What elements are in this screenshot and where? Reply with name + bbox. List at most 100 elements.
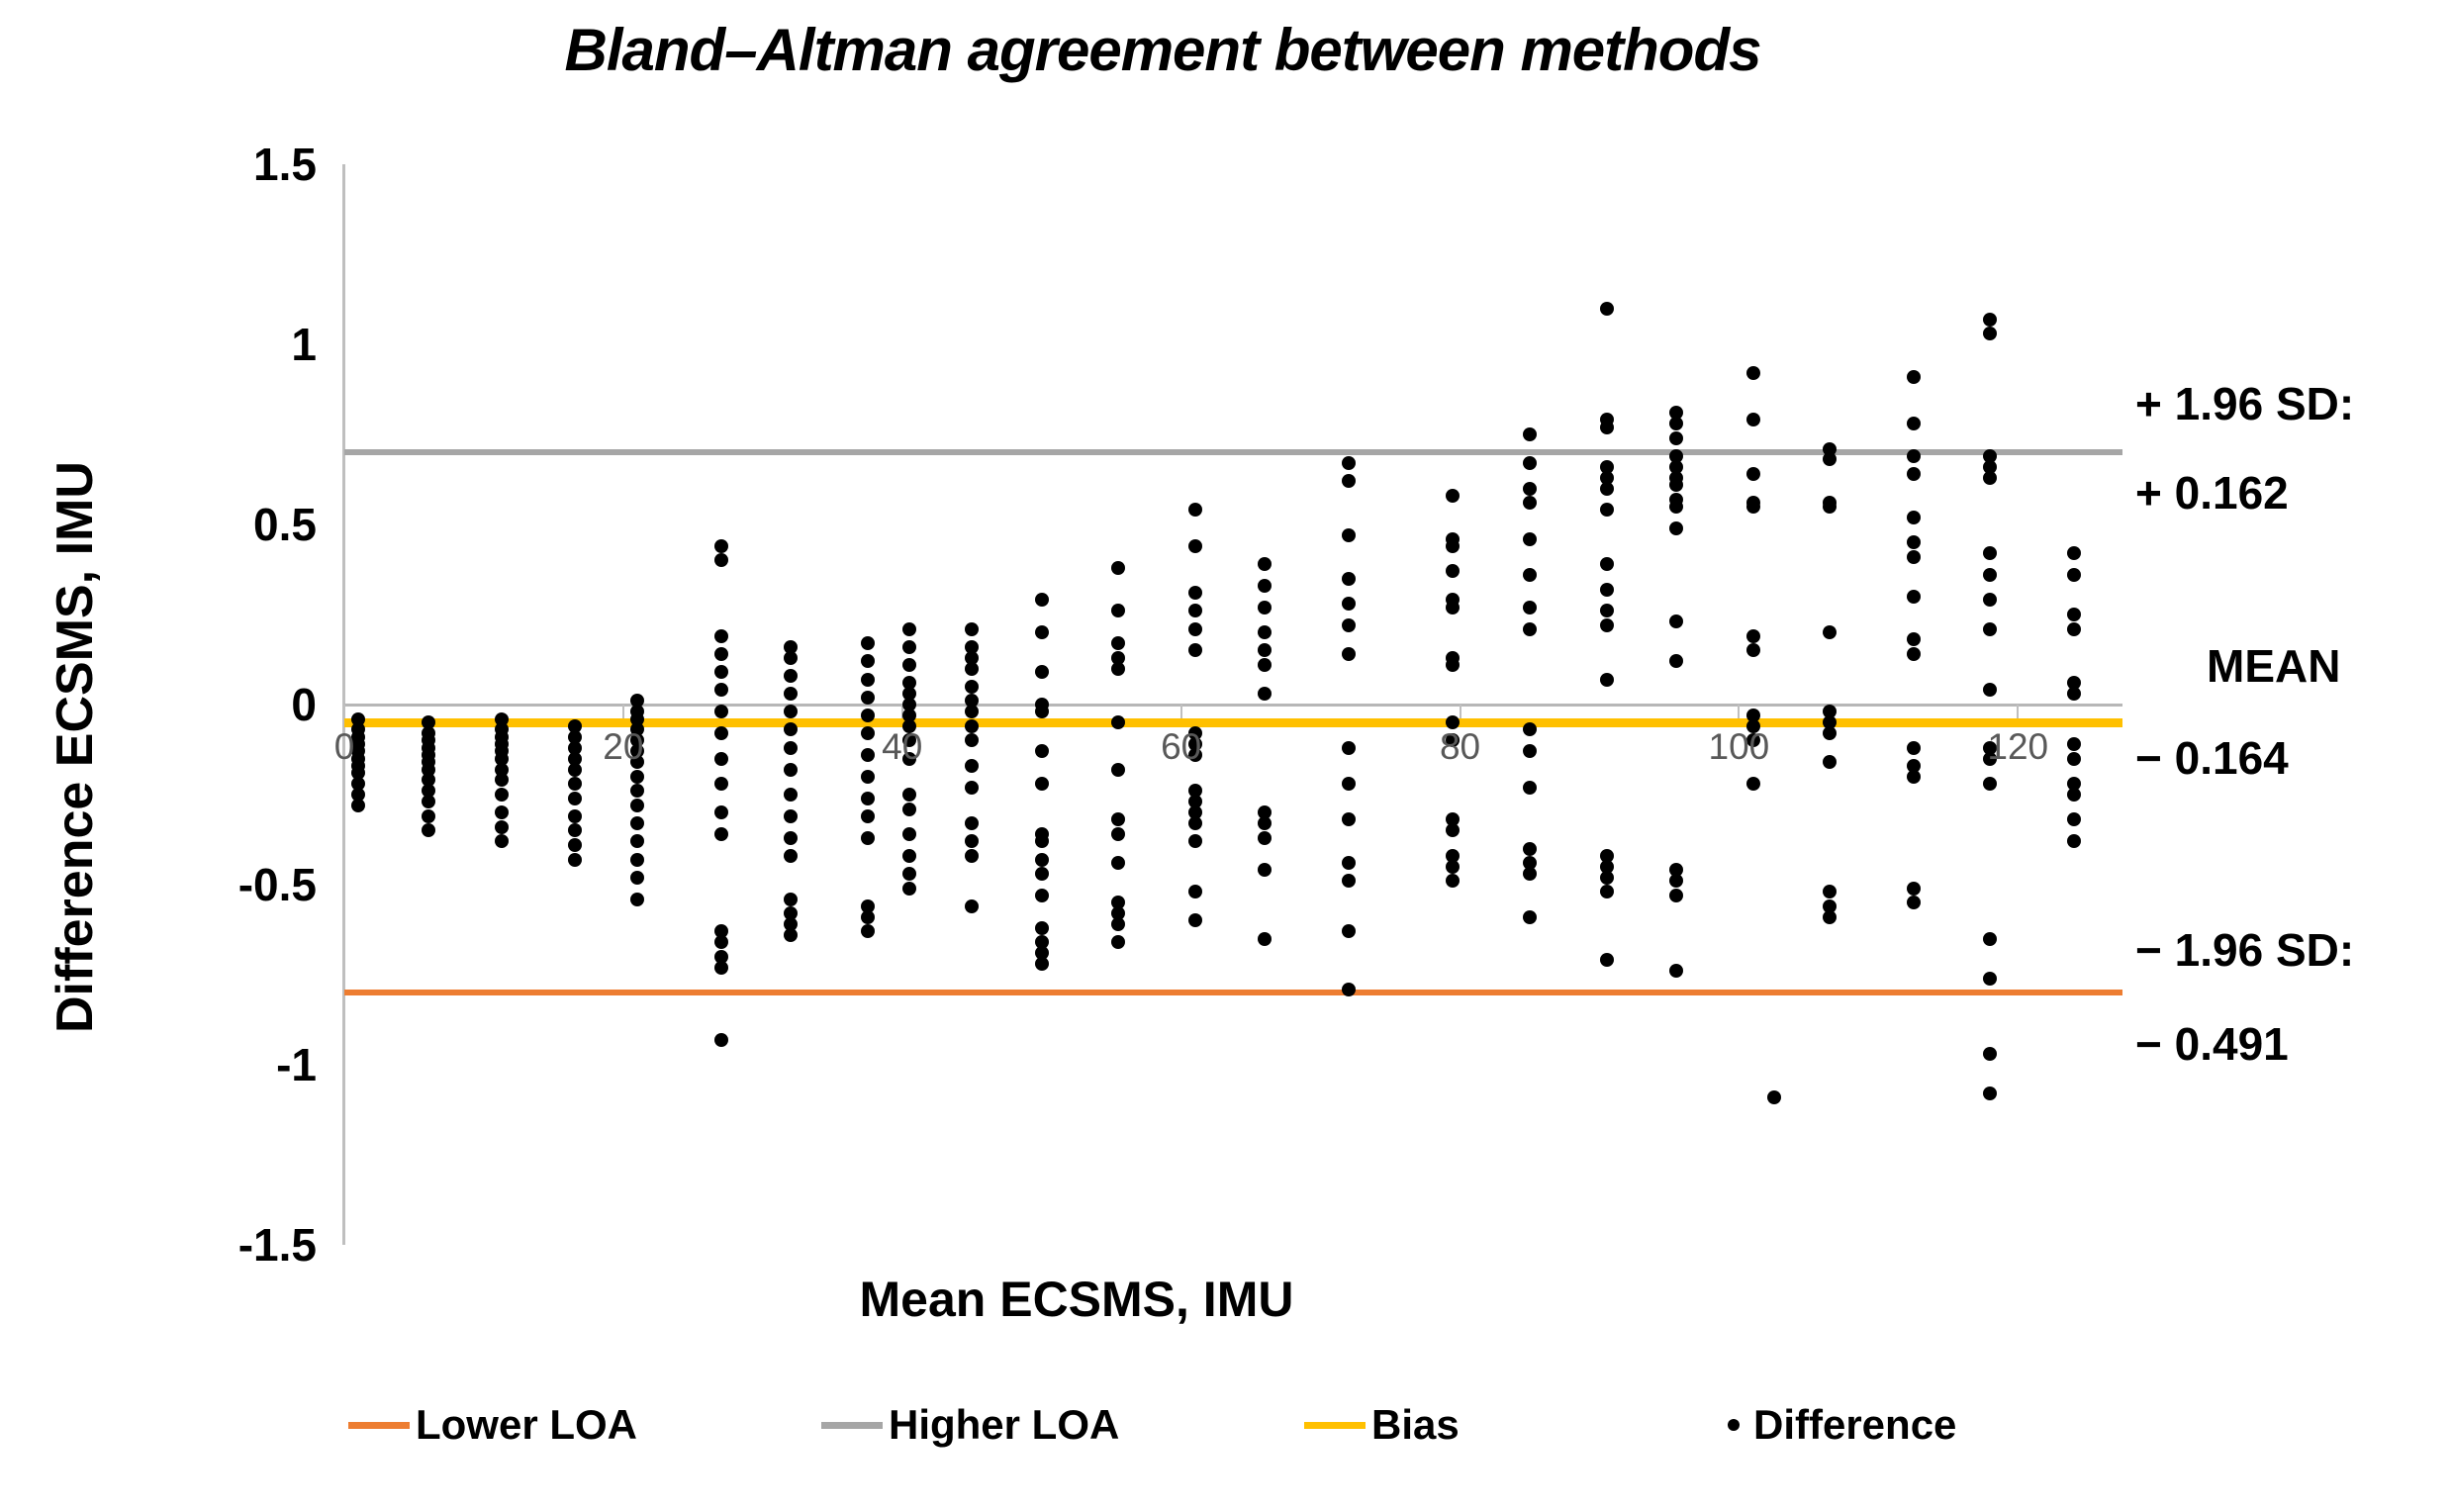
difference-point (1823, 755, 1838, 770)
difference-point (1983, 971, 1998, 986)
difference-point (1599, 953, 1614, 968)
difference-point (1111, 715, 1126, 730)
difference-point (1187, 805, 1202, 820)
difference-point (965, 705, 980, 719)
difference-point (1745, 718, 1760, 733)
difference-point (901, 639, 916, 654)
legend-dot-swatch (1728, 1419, 1740, 1431)
difference-point (1906, 758, 1921, 773)
difference-point (1034, 957, 1049, 972)
difference-point (495, 819, 510, 834)
difference-point (1523, 909, 1537, 924)
difference-point (1111, 917, 1126, 932)
difference-point (1187, 784, 1202, 799)
difference-point (1258, 625, 1273, 640)
difference-point (1823, 441, 1838, 456)
difference-point (713, 777, 728, 792)
x-tick-mark (343, 705, 345, 718)
difference-point (860, 791, 875, 805)
difference-point (713, 628, 728, 643)
difference-point (1034, 867, 1049, 882)
difference-point (1599, 420, 1614, 434)
x-tick-label: 0 (333, 726, 355, 767)
difference-point (1187, 885, 1202, 899)
difference-point (351, 711, 366, 726)
x-tick-mark (1738, 705, 1741, 718)
difference-point (1034, 946, 1049, 961)
difference-point (901, 708, 916, 722)
difference-point (351, 777, 366, 792)
difference-point (1983, 459, 1998, 474)
difference-point (1258, 816, 1273, 831)
difference-point (1446, 733, 1461, 748)
difference-point (2066, 812, 2081, 827)
difference-point (1341, 982, 1356, 996)
legend-line-swatch (1304, 1421, 1366, 1429)
difference-point (784, 830, 798, 845)
difference-point (965, 650, 980, 665)
plot-area (342, 164, 2122, 1245)
difference-point (1599, 848, 1614, 863)
difference-point (2066, 777, 2081, 792)
difference-point (1823, 898, 1838, 913)
difference-point (1446, 715, 1461, 730)
difference-point (1034, 852, 1049, 867)
difference-point (1341, 924, 1356, 939)
difference-point (1983, 751, 1998, 766)
difference-point (860, 909, 875, 924)
difference-point (1258, 557, 1273, 572)
difference-point (1599, 503, 1614, 518)
difference-point (901, 718, 916, 733)
difference-point (567, 718, 582, 733)
difference-point (1111, 812, 1126, 827)
difference-point (784, 687, 798, 702)
legend-item-bias: Bias (1304, 1397, 1460, 1453)
difference-point (1599, 672, 1614, 687)
difference-point (1599, 481, 1614, 496)
x-tick-label: 40 (882, 726, 923, 767)
difference-point (901, 802, 916, 816)
difference-point (784, 722, 798, 737)
difference-point (713, 805, 728, 820)
difference-point (1341, 647, 1356, 662)
difference-point (1668, 417, 1683, 431)
difference-point (495, 762, 510, 777)
difference-point (784, 668, 798, 683)
difference-point (1341, 456, 1356, 471)
difference-point (1745, 467, 1760, 482)
difference-point (1599, 459, 1614, 474)
difference-point (860, 747, 875, 762)
difference-point (1111, 906, 1126, 921)
difference-point (1111, 560, 1126, 575)
difference-point (965, 758, 980, 773)
difference-point (629, 834, 644, 849)
legend-label: Lower LOA (416, 1401, 638, 1448)
difference-point (1034, 744, 1049, 759)
difference-point (1668, 406, 1683, 421)
difference-point (495, 834, 510, 849)
legend-line-swatch (821, 1421, 883, 1429)
difference-point (1111, 896, 1126, 910)
difference-point (1341, 856, 1356, 871)
difference-point (1906, 896, 1921, 910)
difference-point (713, 751, 728, 766)
difference-point (1523, 856, 1537, 871)
difference-point (1523, 867, 1537, 882)
difference-point (567, 791, 582, 805)
difference-point (1668, 448, 1683, 463)
difference-point (1823, 715, 1838, 730)
difference-point (1187, 726, 1202, 741)
annotation-mean: MEAN (2207, 640, 2341, 693)
difference-point (860, 924, 875, 939)
difference-point (965, 780, 980, 795)
difference-point (1341, 777, 1356, 792)
difference-point (713, 538, 728, 553)
difference-point (1187, 795, 1202, 809)
difference-point (860, 726, 875, 741)
y-axis-title: Difference ECSMS, IMU (47, 461, 104, 1033)
difference-point (629, 769, 644, 784)
difference-point (1906, 769, 1921, 784)
difference-point (1745, 708, 1760, 722)
difference-point (629, 892, 644, 906)
difference-point (784, 762, 798, 777)
